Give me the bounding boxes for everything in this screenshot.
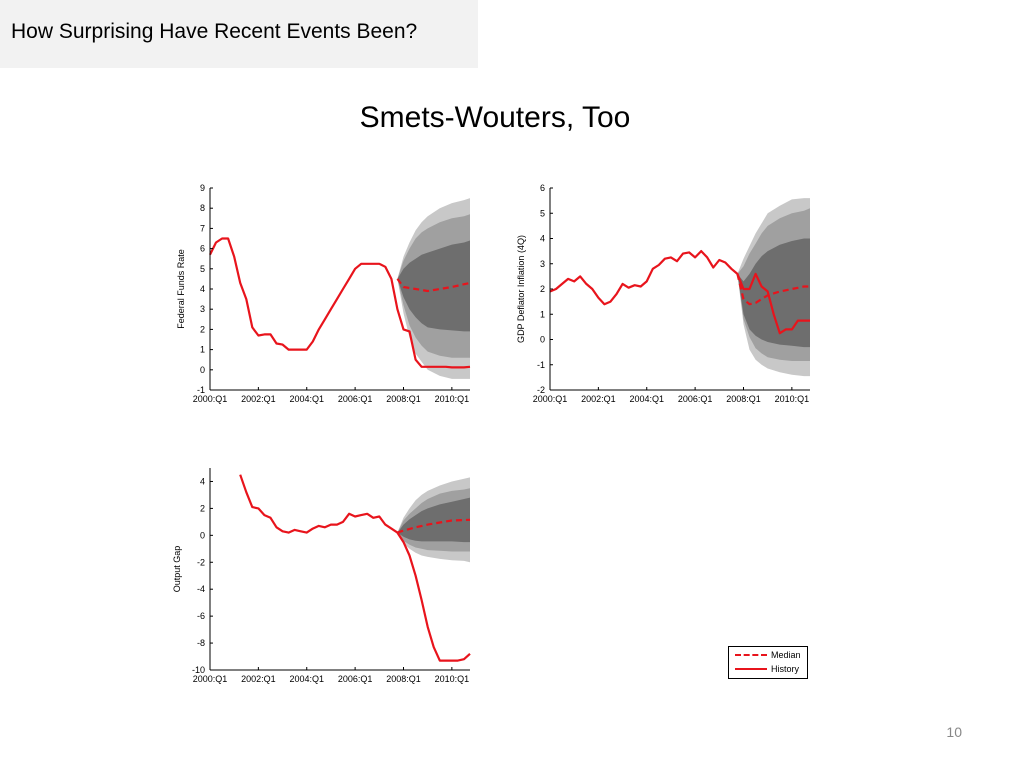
x-tick-label: 2010:Q1 [435,674,470,684]
y-tick-label: -6 [197,611,205,621]
y-tick-label: 1 [540,309,545,319]
chart-legend: Median History [728,646,808,679]
series-line-median [397,518,471,534]
y-tick-label: 6 [200,244,205,254]
y-tick-label: -2 [197,557,205,567]
chart-federal-funds-rate: -1 0 1 2 3 4 5 6 7 8 9 2000:Q1 2002:Q1 2004:Q1 2006:Q1… [176,183,471,404]
y-tick-label: 9 [200,183,205,193]
y-tick-label: 0 [200,365,205,375]
series-line-history [209,237,471,369]
y-tick-label: 4 [200,284,205,294]
page-number: 10 [946,724,962,740]
x-tick-label: 2000:Q1 [193,394,228,404]
series-line-history [549,249,810,335]
x-tick-label: 2004:Q1 [629,394,664,404]
series-line-history [239,474,471,662]
slide-title: Smets-Wouters, Too [359,101,631,134]
x-tick-label: 2008:Q1 [726,394,761,404]
y-tick-label: 4 [540,234,545,244]
y-tick-label: 5 [540,208,545,218]
y-tick-label: 2 [200,503,205,513]
y-tick-label: 0 [540,335,545,345]
y-tick-label: 5 [200,264,205,274]
x-tick-label: 2006:Q1 [678,394,713,404]
chart-gdp-deflator-inflation: -2 -1 0 1 2 3 4 5 6 2000:Q1 2002:Q1 2004:Q1 2006:Q1 2… [516,183,810,404]
legend-swatch-history [735,668,767,670]
y-tick-label: 3 [540,259,545,269]
x-tick-label: 2010:Q1 [775,394,810,404]
legend-swatch-median [735,654,767,656]
x-tick-label: 2002:Q1 [241,394,276,404]
y-axis-label: GDP Deflator Inflation (4Q) [516,235,526,343]
x-tick-label: 2002:Q1 [581,394,616,404]
y-tick-label: -1 [197,385,205,395]
x-tick-label: 2004:Q1 [289,394,324,404]
y-tick-label: 2 [200,324,205,334]
band-inner [397,497,470,543]
x-tick-label: 2004:Q1 [289,674,324,684]
y-tick-label: -10 [192,665,205,675]
y-tick-label: -8 [197,638,205,648]
y-tick-label: 6 [540,183,545,193]
y-tick-label: 4 [200,476,205,486]
y-axis-label: Output Gap [172,546,182,593]
y-tick-label: -1 [537,360,545,370]
y-tick-label: 0 [200,530,205,540]
y-tick-label: 2 [540,284,545,294]
legend-label-history: History [771,664,800,674]
legend-label-median: Median [771,650,801,660]
legend-item-history: History [733,663,805,675]
series-line-median [396,278,471,293]
x-tick-label: 2006:Q1 [338,674,373,684]
x-tick-label: 2010:Q1 [435,394,470,404]
chart-output-gap: -10 -8 -6 -4 -2 0 2 4 2000:Q1 2002:Q1 2004:Q1 2006:… [172,468,471,684]
x-tick-label: 2002:Q1 [241,674,276,684]
series-line-median [736,273,810,306]
y-tick-label: 3 [200,304,205,314]
y-tick-label: -2 [537,385,545,395]
x-tick-label: 2008:Q1 [386,394,421,404]
y-tick-label: -4 [197,584,205,594]
x-tick-label: 2006:Q1 [338,394,373,404]
header-bar [0,0,478,68]
header-title: How Surprising Have Recent Events Been? [11,20,418,43]
x-tick-label: 2000:Q1 [533,394,568,404]
x-tick-label: 2008:Q1 [386,674,421,684]
legend-item-median: Median [733,649,805,661]
y-tick-label: 1 [200,345,205,355]
y-tick-label: 7 [200,223,205,233]
y-axis-label: Federal Funds Rate [176,249,186,329]
band-inner [397,240,470,332]
y-tick-label: 8 [200,203,205,213]
x-tick-label: 2000:Q1 [193,674,228,684]
